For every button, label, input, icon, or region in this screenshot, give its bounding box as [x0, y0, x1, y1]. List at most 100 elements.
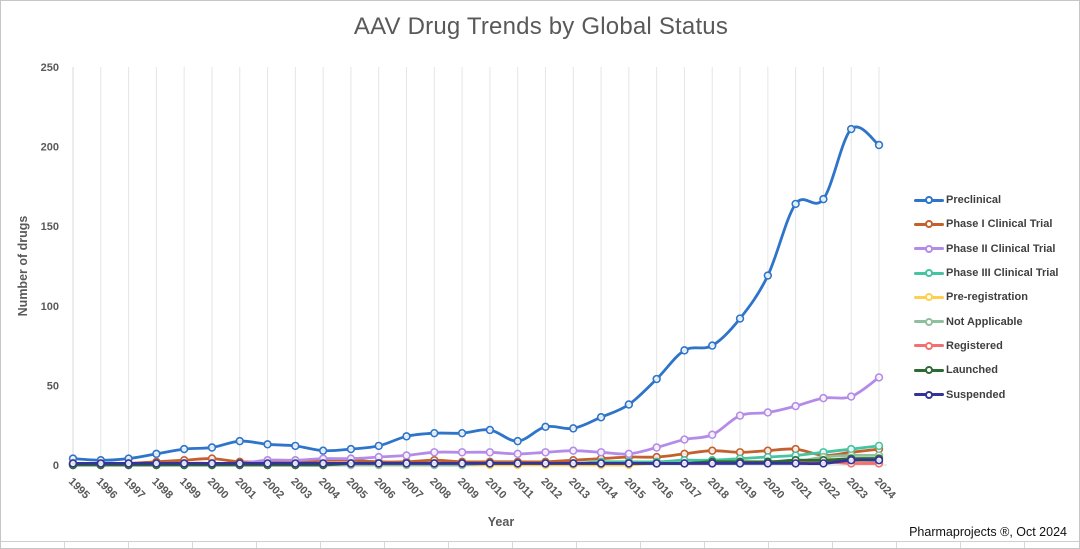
data-point-marker — [791, 401, 800, 411]
data-point-marker — [457, 448, 467, 457]
spreadsheet-row-sliver — [1, 541, 1079, 548]
y-axis-title: Number of drugs — [16, 216, 30, 317]
chart-title: AAV Drug Trends by Global Status — [353, 13, 729, 40]
legend-item-phase-iii-clinical-trial: Phase III Clinical Trial — [914, 261, 1059, 285]
data-point-marker — [513, 436, 522, 446]
legend-label: Preclinical — [946, 194, 1002, 207]
data-point-marker — [263, 440, 272, 449]
data-point-marker — [457, 459, 467, 468]
y-tick-label: 250 — [41, 62, 59, 74]
data-point-marker — [541, 422, 550, 431]
data-point-marker — [624, 400, 634, 409]
legend-swatch-line — [914, 317, 944, 326]
x-tick-label: 2010 — [483, 476, 509, 502]
data-point-marker — [430, 448, 439, 457]
legend-swatch-marker-icon — [925, 390, 933, 399]
data-point-marker — [735, 411, 745, 420]
data-point-marker — [207, 459, 217, 468]
data-point-marker — [179, 444, 189, 454]
series-phase-ii-clinical-trial — [68, 373, 884, 470]
data-point-marker — [874, 373, 884, 382]
legend-label: Pre-registration — [946, 291, 1028, 304]
x-tick-label: 2022 — [816, 476, 842, 502]
data-point-marker — [541, 459, 550, 468]
data-point-marker — [708, 459, 717, 468]
data-point-marker — [874, 140, 884, 150]
data-point-marker — [680, 346, 689, 355]
legend-swatch-line — [914, 269, 944, 278]
legend-label: Registered — [946, 339, 1003, 352]
legend-swatch-marker-icon — [925, 269, 933, 278]
legend-swatch-marker-icon — [925, 244, 933, 253]
legend-swatch-marker-icon — [925, 220, 933, 229]
x-tick-label: 2024 — [872, 476, 898, 502]
legend-label: Suspended — [946, 388, 1006, 401]
legend-swatch-line — [914, 390, 944, 399]
legend-label: Phase I Clinical Trial — [946, 218, 1053, 231]
source-watermark: Pharmaprojects ®, Oct 2024 — [909, 525, 1067, 539]
chart-legend: Preclinical Phase I Clinical Trial Phase I… — [914, 188, 1059, 407]
y-tick-label: 200 — [41, 142, 59, 154]
y-tick-label: 50 — [47, 380, 59, 392]
data-point-marker — [513, 449, 522, 459]
legend-label: Not Applicable — [946, 315, 1023, 328]
data-point-marker — [847, 392, 856, 401]
data-point-marker — [346, 459, 356, 468]
legend-swatch-marker-icon — [925, 366, 933, 375]
legend-swatch-line — [914, 293, 944, 302]
x-tick-label: 2012 — [538, 476, 564, 502]
x-tick-label: 2001 — [233, 476, 259, 502]
data-point-marker — [652, 459, 661, 468]
data-point-marker — [346, 444, 356, 454]
data-point-marker — [402, 432, 411, 441]
data-point-marker — [235, 436, 244, 446]
data-point-marker — [569, 446, 578, 455]
x-tick-label: 1997 — [121, 476, 147, 502]
data-point-marker — [430, 428, 439, 438]
x-tick-label: 2013 — [566, 476, 592, 502]
data-point-marker — [569, 424, 578, 433]
data-point-marker — [124, 459, 133, 468]
data-point-marker — [847, 456, 856, 465]
data-point-marker — [652, 443, 661, 452]
data-point-marker — [541, 448, 550, 457]
data-series-layer — [68, 124, 884, 470]
data-point-marker — [596, 459, 606, 468]
legend-item-preclinical: Preclinical — [914, 188, 1059, 212]
x-axis-tick-labels: 1995 1996 1997 1998 1999 2000 2001 2002 2003 2004… — [66, 476, 898, 502]
x-tick-label: 2007 — [399, 476, 425, 502]
series-line-preclinical — [71, 125, 881, 462]
data-point-marker — [152, 449, 161, 459]
x-tick-label: 2023 — [844, 476, 870, 502]
x-tick-label: 2003 — [288, 476, 314, 502]
data-point-marker — [763, 408, 773, 417]
data-point-marker — [624, 459, 634, 468]
x-tick-label: 2014 — [594, 476, 620, 502]
data-point-marker — [263, 459, 272, 468]
legend-swatch-line — [914, 220, 944, 229]
data-point-marker — [235, 459, 244, 468]
legend-item-phase-i-clinical-trial: Phase I Clinical Trial — [914, 212, 1059, 236]
legend-swatch-marker-icon — [925, 293, 933, 302]
data-point-marker — [430, 459, 439, 468]
data-point-marker — [624, 449, 634, 459]
axes — [72, 67, 887, 466]
x-tick-label: 1996 — [94, 476, 120, 502]
legend-swatch-line — [914, 341, 944, 350]
data-point-marker — [68, 459, 78, 468]
x-tick-label: 2002 — [260, 476, 286, 502]
legend-label: Phase II Clinical Trial — [946, 242, 1056, 255]
legend-swatch-marker-icon — [925, 196, 933, 205]
data-point-marker — [291, 459, 300, 468]
data-point-marker — [569, 459, 578, 468]
legend-item-registered: Registered — [914, 334, 1059, 358]
data-point-marker — [402, 451, 411, 460]
data-point-marker — [485, 425, 495, 435]
x-tick-label: 2015 — [622, 476, 648, 502]
data-point-marker — [596, 413, 606, 422]
data-point-marker — [374, 441, 383, 451]
data-point-marker — [485, 459, 495, 468]
y-tick-label: 0 — [53, 460, 59, 472]
data-point-marker — [457, 428, 467, 438]
